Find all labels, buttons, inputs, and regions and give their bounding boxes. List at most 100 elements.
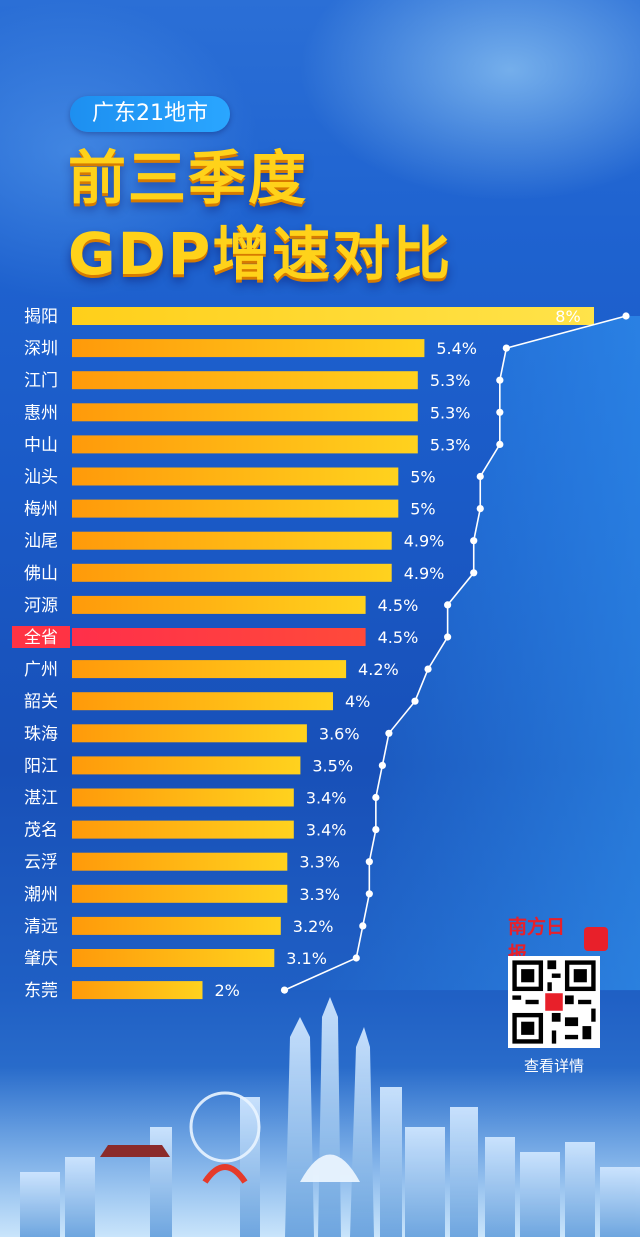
title-line-2: GDP增速对比: [68, 220, 453, 288]
bar: [72, 403, 418, 422]
qr-code[interactable]: [508, 956, 600, 1048]
value-label: 3.6%: [319, 724, 360, 743]
trend-dot: [372, 826, 380, 834]
value-label: 5.3%: [430, 435, 471, 454]
value-label: 5%: [410, 468, 435, 487]
category-label: 东莞: [24, 981, 58, 1001]
category-label: 中山: [24, 435, 58, 455]
value-label: 5.3%: [430, 371, 471, 390]
bar: [72, 307, 594, 325]
trend-dot: [411, 697, 419, 705]
trend-dot: [352, 954, 360, 962]
bar-highlight: [72, 628, 366, 646]
value-label: 5.3%: [430, 403, 471, 422]
value-label: 5%: [410, 500, 435, 519]
category-label: 江门: [24, 371, 58, 391]
bar: [72, 595, 366, 614]
trend-dot: [470, 569, 478, 577]
category-label: 云浮: [24, 853, 58, 873]
bar: [72, 852, 288, 871]
category-label: 阳江: [24, 756, 58, 776]
category-label: 肇庆: [24, 949, 58, 969]
bar: [72, 820, 294, 839]
seal-icon: [584, 927, 608, 951]
value-label: 4.9%: [404, 532, 445, 551]
trend-dot: [622, 312, 630, 320]
bar: [72, 981, 203, 1000]
trend-dot: [359, 922, 367, 930]
value-label: 4%: [345, 692, 370, 711]
bar: [72, 660, 347, 679]
category-label: 湛江: [24, 789, 58, 809]
publisher-logo: 南方日报: [508, 916, 608, 965]
value-label: 5.4%: [436, 339, 477, 358]
category-label: 广州: [24, 660, 58, 680]
value-label: 4.5%: [378, 628, 419, 647]
category-label: 揭阳: [24, 307, 58, 327]
category-label: 汕头: [24, 468, 58, 488]
trend-dot: [378, 761, 386, 770]
value-label: 3.4%: [306, 821, 347, 840]
category-label: 潮州: [24, 885, 58, 905]
bar: [72, 467, 399, 486]
trend-dot: [280, 986, 289, 994]
value-label: 2%: [215, 981, 240, 1000]
bar: [72, 788, 294, 807]
category-label: 清远: [24, 917, 58, 937]
bar: [72, 756, 301, 775]
category-label: 全省: [24, 628, 58, 648]
bar: [72, 884, 288, 903]
trend-line: [284, 315, 627, 991]
category-label: 茂名: [24, 821, 58, 841]
trend-dot: [496, 376, 504, 384]
value-label: 4.9%: [404, 564, 445, 583]
category-label: 佛山: [24, 564, 58, 584]
bar: [72, 499, 399, 518]
bar: [72, 563, 392, 582]
trend-dot: [502, 344, 510, 352]
category-label: 深圳: [24, 339, 58, 359]
highlight-label-band: [12, 626, 70, 648]
bar: [72, 916, 281, 935]
value-label: 4.5%: [378, 596, 419, 615]
value-label: 8%: [555, 307, 580, 326]
trend-dot: [424, 665, 432, 673]
value-label: 3.1%: [286, 949, 327, 968]
trend-dot: [444, 601, 452, 609]
category-label: 惠州: [24, 403, 58, 423]
bar: [72, 339, 425, 358]
trend-dot: [365, 858, 373, 866]
subtitle-pill: 广东21地市: [70, 96, 230, 132]
value-label: 3.3%: [299, 885, 340, 904]
value-label: 3.3%: [299, 853, 340, 872]
trend-dot: [476, 472, 484, 481]
trend-dot: [444, 633, 452, 641]
category-label: 汕尾: [24, 532, 58, 552]
trend-dot: [496, 440, 504, 448]
category-label: 梅州: [24, 500, 58, 520]
trend-dot: [496, 408, 504, 416]
category-label: 河源: [24, 596, 58, 616]
trend-dot: [372, 793, 380, 802]
category-label: 珠海: [24, 724, 58, 744]
bar: [72, 435, 418, 454]
bar: [72, 949, 275, 967]
bar: [72, 724, 307, 743]
trend-light-area: [284, 316, 640, 991]
bar: [72, 371, 418, 390]
trend-dot: [476, 505, 484, 513]
value-label: 3.2%: [293, 917, 334, 936]
value-label: 3.5%: [312, 756, 353, 775]
bar: [72, 531, 392, 550]
trend-dot: [365, 890, 373, 898]
qr-caption: 查看详情: [523, 1057, 584, 1075]
value-label: 4.2%: [358, 660, 399, 679]
trend-dot: [385, 729, 393, 737]
city-skyline-illustration: [0, 997, 640, 1237]
value-label: 3.4%: [306, 789, 347, 808]
title-line-1: 前三季度: [68, 144, 309, 212]
category-label: 韶关: [24, 692, 58, 712]
bar: [72, 692, 333, 711]
